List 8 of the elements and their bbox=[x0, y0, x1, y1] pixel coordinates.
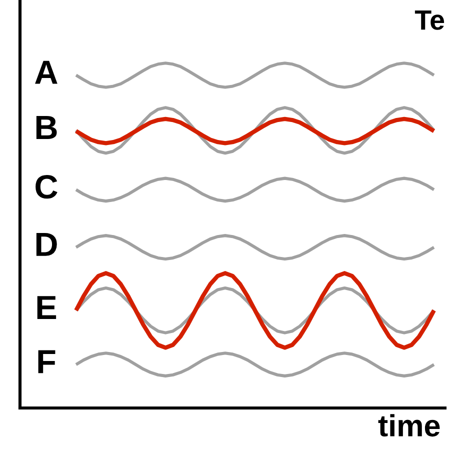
series-label: A bbox=[35, 60, 58, 84]
series-label: E bbox=[37, 296, 56, 320]
x-axis-title: time bbox=[378, 414, 440, 437]
y-axis-title: Te bbox=[414, 10, 444, 30]
series-label: B bbox=[36, 116, 57, 139]
series-label: C bbox=[36, 175, 58, 199]
series-label: D bbox=[36, 232, 57, 256]
series-label: F bbox=[38, 350, 56, 374]
